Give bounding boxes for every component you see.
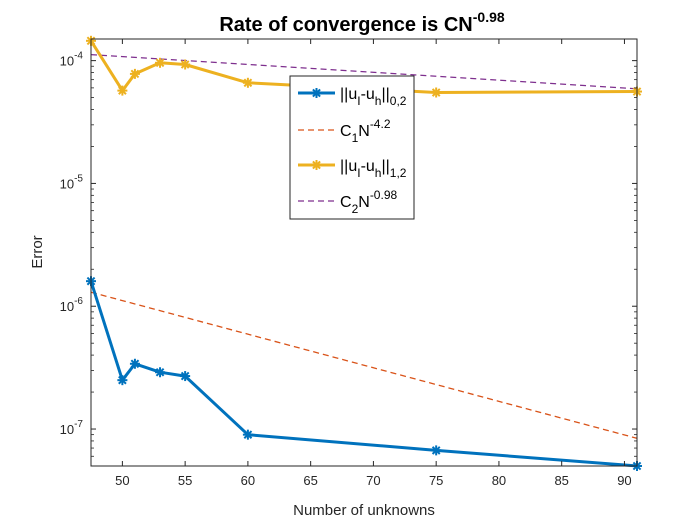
series-0-point [242,429,253,440]
series-2-point [117,85,128,96]
chart-title: Rate of convergence is CN-0.98 [219,9,505,36]
legend-box [289,75,415,220]
x-tick-label: 55 [178,473,192,488]
y-tick-label: 10-4 [60,51,84,69]
series-0-point [431,445,442,456]
legend-marker-2 [311,160,322,170]
series-2-point [242,77,253,88]
x-tick-label: 50 [115,473,129,488]
y-tick-label: 10-7 [60,419,84,437]
legend-entry-2: ||uI-uh||1,2 [340,158,407,180]
legend-marker-0 [311,88,322,98]
plot-frame [90,38,638,467]
x-tick-label: 60 [241,473,255,488]
y-tick-label: 10-6 [60,296,84,314]
x-tick-label: 75 [429,473,443,488]
ticks-layer: 50 55 60 65 70 75 80 85 90 10-7 10-6 10-5 10-4 [60,39,637,488]
series-3-line [90,53,638,90]
series-0-point [117,375,128,386]
series-2-point [180,59,191,70]
legend-entry-1: C1N-4.2 [340,117,391,145]
x-tick-label: 65 [303,473,317,488]
y-axis-label: Error [29,235,46,268]
series-0-point [155,367,166,378]
series-0-point [180,371,191,382]
x-tick-label: 90 [617,473,631,488]
series-2-point [431,87,442,98]
x-tick-label: 85 [554,473,568,488]
legend-entry-3: C2N-0.98 [340,188,397,216]
series-0-point [129,358,140,369]
x-tick-label: 80 [492,473,506,488]
x-axis-label: Number of unknowns [293,502,435,519]
series-2-point [155,57,166,68]
x-tick-label: 70 [366,473,380,488]
y-tick-label: 10-5 [60,173,84,191]
legend-entry-0: ||uI-uh||0,2 [340,86,407,108]
series-1-line [90,291,638,439]
legend: ||uI-uh||0,2 C1N-4.2 ||uI-uh||1,2 C2N-0.98 [289,75,415,220]
series-2-point [129,68,140,79]
